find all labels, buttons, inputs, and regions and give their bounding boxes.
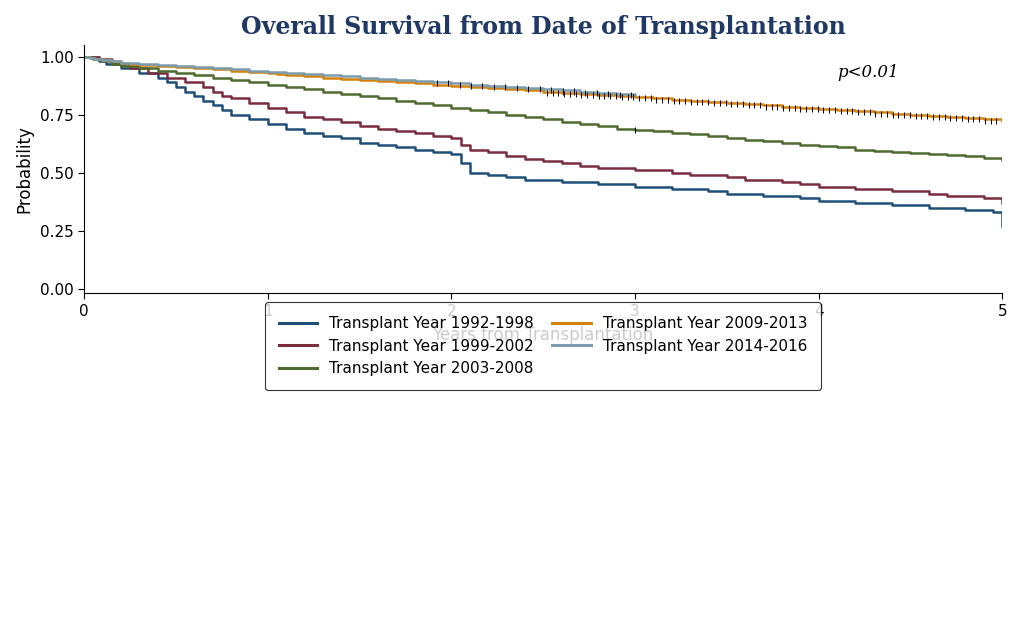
Transplant Year 2014-2016 [243,67,256,74]
Transplant Year 1992-1998 [849,199,862,207]
Line: Transplant Year 1992-1998: Transplant Year 1992-1998 [84,57,1003,226]
Title: Overall Survival from Date of Transplantation: Overall Survival from Date of Transplant… [241,15,845,39]
Transplant Year 2009-2013 [647,95,659,102]
Transplant Year 2003-2008 [647,127,659,135]
Text: p<0.01: p<0.01 [837,64,898,81]
Transplant Year 2014-2016 [610,90,622,98]
Transplant Year 2014-2016 [409,77,421,85]
Transplant Year 2003-2008 [592,122,604,130]
Legend: Transplant Year 1992-1998, Transplant Year 1999-2002, Transplant Year 2003-2008,: Transplant Year 1992-1998, Transplant Ye… [265,302,821,390]
Transplant Year 1999-2002 [409,129,421,137]
Transplant Year 2003-2008 [298,85,311,93]
Transplant Year 2003-2008 [886,148,898,156]
Transplant Year 2014-2016 [482,82,495,90]
Transplant Year 2014-2016 [427,78,439,86]
Transplant Year 2014-2016 [262,68,274,76]
Transplant Year 2014-2016 [206,64,219,72]
Transplant Year 1992-1998 [243,115,256,123]
Transplant Year 2003-2008 [78,53,90,61]
Transplant Year 2014-2016 [501,83,513,91]
Transplant Year 2014-2016 [84,54,96,62]
Transplant Year 2014-2016 [89,56,101,63]
Transplant Year 2014-2016 [114,59,127,66]
Transplant Year 2009-2013 [757,102,770,109]
Transplant Year 2014-2016 [629,91,641,99]
Transplant Year 2003-2008 [776,139,788,146]
Transplant Year 2014-2016 [170,62,182,70]
Line: Transplant Year 1999-2002: Transplant Year 1999-2002 [84,57,1003,203]
Transplant Year 2014-2016 [555,86,567,94]
Transplant Year 2003-2008 [610,125,622,133]
Transplant Year 2009-2013 [78,53,90,61]
Transplant Year 1992-1998 [225,111,237,119]
Transplant Year 2014-2016 [188,63,200,71]
Transplant Year 2014-2016 [298,70,311,78]
Transplant Year 2014-2016 [372,75,384,83]
Transplant Year 2014-2016 [78,53,90,61]
Transplant Year 1999-2002 [592,164,604,172]
Transplant Year 2014-2016 [105,57,118,65]
Transplant Year 2014-2016 [354,74,366,81]
Y-axis label: Probability: Probability [15,126,33,213]
Transplant Year 2014-2016 [151,61,164,69]
Transplant Year 1999-2002 [78,53,90,61]
Transplant Year 2014-2016 [390,76,403,84]
Transplant Year 1999-2002 [996,199,1009,207]
Transplant Year 2014-2016 [317,71,329,79]
Transplant Year 2009-2013 [610,92,622,100]
Transplant Year 2014-2016 [573,88,586,95]
Line: Transplant Year 2014-2016: Transplant Year 2014-2016 [84,57,635,95]
Transplant Year 2003-2008 [996,156,1009,164]
Transplant Year 2014-2016 [335,73,347,80]
Transplant Year 2009-2013 [354,76,366,84]
Transplant Year 2014-2016 [133,60,145,68]
Transplant Year 1992-1998 [665,185,678,192]
Line: Transplant Year 2003-2008: Transplant Year 2003-2008 [84,57,1003,160]
Transplant Year 2014-2016 [446,80,458,87]
Transplant Year 1999-2002 [610,164,622,172]
Transplant Year 2014-2016 [280,69,292,77]
Transplant Year 2014-2016 [464,81,476,88]
X-axis label: Years from Transplantation: Years from Transplantation [432,326,654,344]
Transplant Year 1992-1998 [739,190,751,198]
Transplant Year 1999-2002 [216,92,228,100]
Transplant Year 1999-2002 [555,160,567,167]
Transplant Year 2014-2016 [96,56,108,64]
Transplant Year 1999-2002 [684,171,696,179]
Transplant Year 2014-2016 [518,85,530,92]
Transplant Year 2009-2013 [996,117,1009,124]
Transplant Year 2014-2016 [225,66,237,73]
Line: Transplant Year 2009-2013: Transplant Year 2009-2013 [84,57,1003,121]
Transplant Year 2009-2013 [84,54,96,62]
Transplant Year 1992-1998 [996,222,1009,230]
Transplant Year 1992-1998 [78,53,90,61]
Transplant Year 2014-2016 [537,85,549,93]
Transplant Year 2014-2016 [592,89,604,97]
Transplant Year 2009-2013 [555,89,567,97]
Transplant Year 1992-1998 [978,206,990,214]
